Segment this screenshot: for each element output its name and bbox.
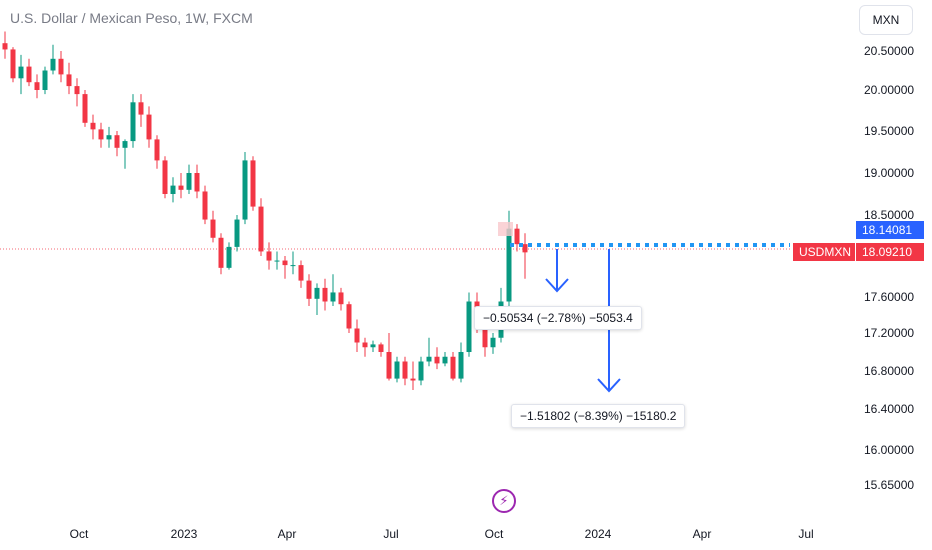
candle-body bbox=[402, 361, 408, 379]
candle-body bbox=[362, 342, 368, 348]
x-tick: Oct bbox=[69, 527, 89, 541]
chart-title: U.S. Dollar / Mexican Peso, 1W, FXCM bbox=[10, 10, 253, 26]
candle-body bbox=[354, 328, 360, 343]
candle-body bbox=[66, 74, 72, 87]
candle-body bbox=[386, 352, 392, 379]
current-candle-ghost bbox=[498, 222, 513, 236]
candle-body bbox=[74, 86, 80, 95]
x-tick: 2024 bbox=[584, 527, 612, 541]
candle-body bbox=[26, 66, 32, 83]
candle-body bbox=[34, 82, 40, 90]
candle-body bbox=[466, 301, 472, 352]
y-tick: 19.00000 bbox=[864, 166, 915, 180]
candle-body bbox=[370, 344, 376, 348]
currency-button[interactable]: MXN bbox=[859, 5, 913, 35]
candle-body bbox=[2, 43, 8, 50]
candle-body bbox=[514, 228, 520, 245]
candle-body bbox=[346, 304, 352, 329]
candle-body bbox=[226, 246, 232, 268]
candle-body bbox=[90, 122, 96, 130]
candle-body bbox=[434, 356, 440, 364]
x-tick: Apr bbox=[692, 527, 712, 541]
candle-body bbox=[42, 70, 48, 90]
candle-body bbox=[258, 206, 264, 252]
candles-group bbox=[2, 31, 528, 390]
y-tick: 16.00000 bbox=[864, 443, 915, 457]
candle-body bbox=[138, 102, 144, 115]
candle-body bbox=[242, 160, 248, 220]
candle-body bbox=[194, 173, 200, 192]
candle-body bbox=[122, 141, 128, 148]
measure-label-long[interactable]: −1.51802 (−8.39%) −15180.2 bbox=[511, 404, 686, 428]
y-tick: 19.50000 bbox=[864, 124, 915, 138]
candle-body bbox=[130, 102, 136, 142]
candle-body bbox=[426, 356, 432, 362]
lightning-icon[interactable]: ⚡ bbox=[492, 489, 516, 513]
y-tick: 16.40000 bbox=[864, 402, 915, 416]
candle-body bbox=[394, 361, 400, 379]
candle-body bbox=[450, 356, 456, 379]
candle-body bbox=[98, 129, 104, 140]
candle-body bbox=[162, 160, 168, 194]
candle-body bbox=[10, 49, 16, 79]
candle-body bbox=[482, 324, 488, 348]
x-tick: Oct bbox=[484, 527, 504, 541]
last-price-tag: 18.09210 bbox=[856, 243, 924, 261]
symbol-tag: USDMXN bbox=[793, 243, 855, 261]
candle-body bbox=[306, 280, 312, 299]
candle-body bbox=[146, 114, 152, 140]
candle-body bbox=[410, 378, 416, 381]
candle-body bbox=[274, 260, 280, 262]
candle-body bbox=[114, 135, 120, 148]
x-tick: 2023 bbox=[170, 527, 198, 541]
short-arrow[interactable] bbox=[545, 249, 569, 293]
candle-body bbox=[458, 352, 464, 379]
candle-body bbox=[154, 139, 160, 161]
y-tick: 17.20000 bbox=[864, 326, 915, 340]
y-tick: 18.50000 bbox=[864, 208, 915, 222]
candle-body bbox=[442, 356, 448, 364]
candle-body bbox=[522, 244, 528, 253]
candle-body bbox=[202, 191, 208, 220]
y-tick: 15.65000 bbox=[864, 478, 915, 492]
candle-body bbox=[322, 287, 328, 302]
candle-body bbox=[178, 185, 184, 190]
candle-body bbox=[314, 287, 320, 299]
candle-body bbox=[506, 228, 512, 302]
candle-body bbox=[298, 265, 304, 281]
x-tick: Apr bbox=[277, 527, 297, 541]
y-tick: 20.00000 bbox=[864, 83, 915, 97]
y-tick: 16.80000 bbox=[864, 364, 915, 378]
candle-body bbox=[106, 135, 112, 140]
candle-body bbox=[170, 185, 176, 194]
candle-body bbox=[50, 58, 56, 71]
candle-body bbox=[18, 66, 24, 79]
y-tick: 20.50000 bbox=[864, 44, 915, 58]
x-tick: Jul bbox=[383, 527, 399, 541]
candle-body bbox=[250, 160, 256, 207]
candle-body bbox=[234, 219, 240, 247]
candle-body bbox=[490, 337, 496, 348]
ask-price-tag: 18.14081 bbox=[856, 221, 924, 239]
candle-body bbox=[186, 173, 192, 190]
candle-body bbox=[218, 237, 224, 268]
candle-body bbox=[282, 260, 288, 266]
candle-body bbox=[330, 292, 336, 302]
candle-body bbox=[378, 344, 384, 352]
candle-body bbox=[58, 58, 64, 75]
candle-body bbox=[338, 292, 344, 305]
x-tick: Jul bbox=[798, 527, 814, 541]
candle-body bbox=[266, 251, 272, 261]
y-tick: 17.60000 bbox=[864, 290, 915, 304]
candle-body bbox=[418, 361, 424, 381]
candle-body bbox=[210, 219, 216, 238]
measure-label-short[interactable]: −0.50534 (−2.78%) −5053.4 bbox=[474, 306, 642, 330]
candle-body bbox=[82, 94, 88, 123]
candle-body bbox=[290, 265, 296, 267]
